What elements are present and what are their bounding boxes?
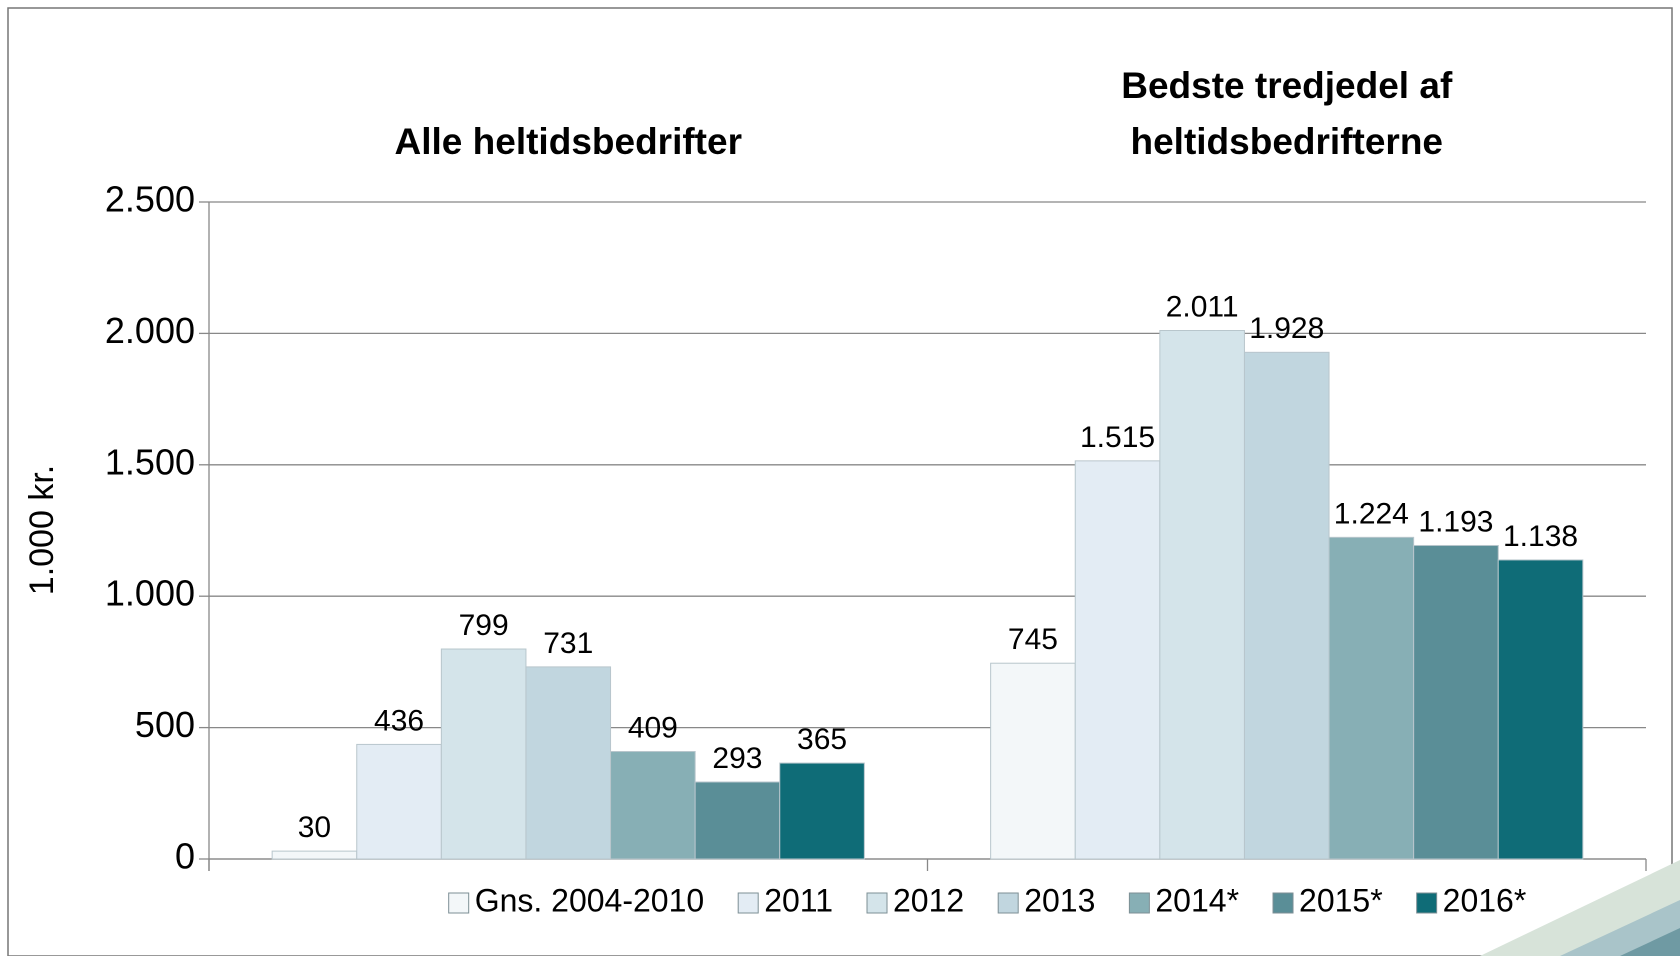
bar [1414,545,1499,859]
bar [272,851,357,859]
bar [1160,331,1245,859]
legend-swatch [738,893,758,913]
data-label: 2.011 [1166,290,1239,323]
legend-swatch [1129,893,1149,913]
bar [1329,537,1414,859]
legend-label: 2011 [764,882,833,918]
data-label: 365 [797,723,847,756]
group-title: Alle heltidsbedrifter [288,114,848,170]
legend-swatch [1417,893,1437,913]
bar [441,649,526,859]
bar [695,782,780,859]
bar [1244,352,1329,859]
data-label: 1.515 [1080,421,1155,454]
legend-swatch [867,893,887,913]
data-label: 1.928 [1249,312,1324,345]
legend-label: Gns. 2004-2010 [475,882,705,918]
y-tick-label: 1.500 [105,441,195,482]
bar [991,663,1076,859]
data-label: 731 [543,627,593,660]
chart-page: 1.000 kr. 0 500 1.000 1.500 2.000 2.500 30 436 7… [0,0,1680,956]
data-label: 1.138 [1503,520,1578,553]
data-label: 409 [628,711,678,744]
data-label: 1.193 [1418,505,1493,538]
legend-label: 2016* [1443,882,1527,918]
data-label: 436 [374,704,424,737]
legend-swatch [1273,893,1293,913]
group-title: Bedste tredjedel af heltidsbedrifterne [1007,58,1567,170]
legend-label: 2013 [1024,882,1095,918]
y-axis-label: 1.000 kr. [23,465,61,595]
data-label: 1.224 [1334,497,1409,530]
data-label: 799 [459,609,509,642]
y-tick-label: 2.000 [105,310,195,351]
data-label: 745 [1008,623,1058,656]
bar [1075,461,1160,859]
legend-swatch [998,893,1018,913]
legend-label: 2012 [893,882,964,918]
legend-label: 2015* [1299,882,1383,918]
y-tick-label: 0 [175,836,195,877]
bar [611,752,696,859]
y-tick-label: 500 [135,704,195,745]
bar [357,744,442,859]
bar [780,763,865,859]
bar [526,667,611,859]
data-label: 30 [298,811,331,844]
legend-label: 2014* [1155,882,1239,918]
data-label: 293 [712,742,762,775]
legend-swatch [449,893,469,913]
legend: Gns. 2004-2010 2011 2012 2013 2014* 2015* 2016… [449,882,1527,918]
bar [1498,560,1583,859]
y-tick-label: 1.000 [105,573,195,614]
y-tick-label: 2.500 [105,179,195,220]
